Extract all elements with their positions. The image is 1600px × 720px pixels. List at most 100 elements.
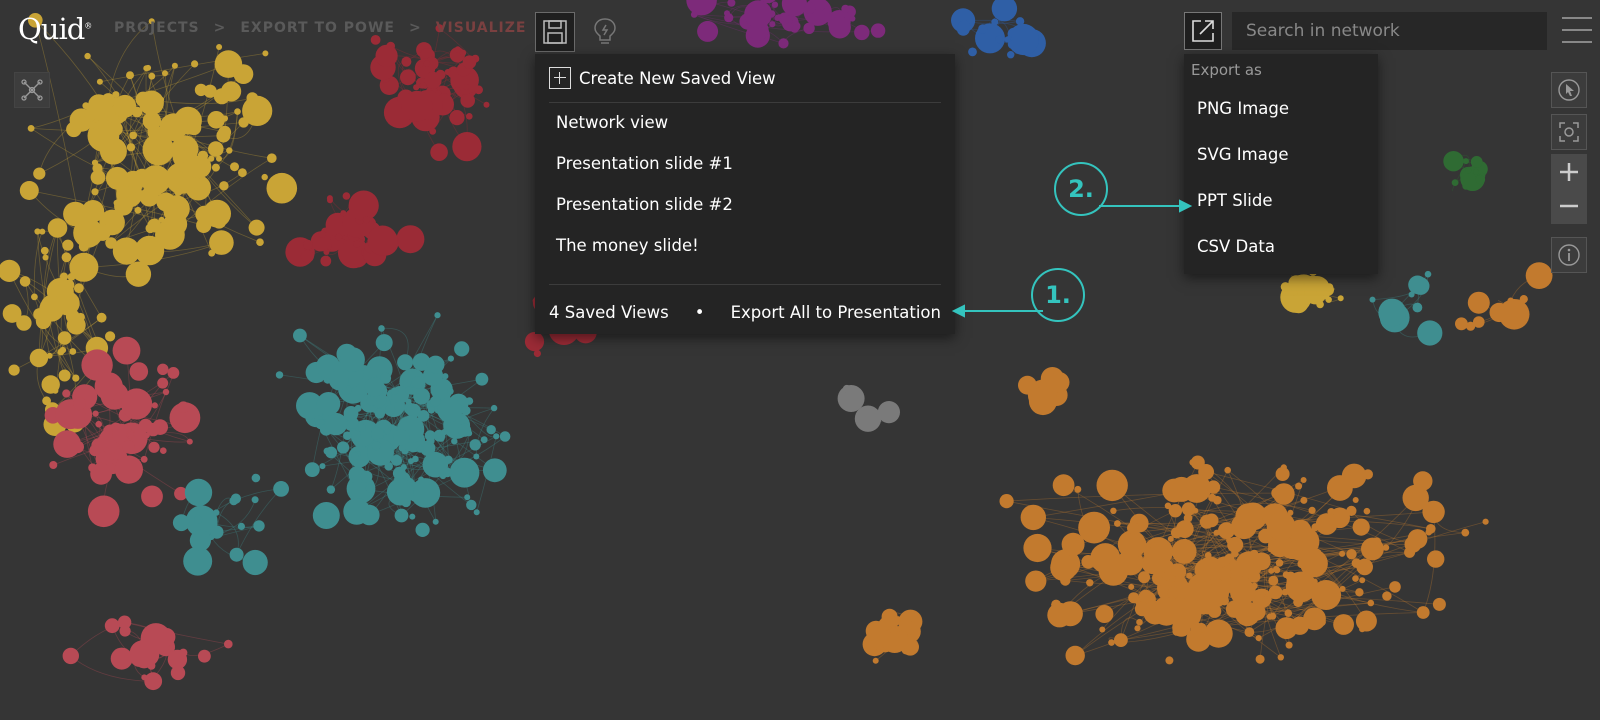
network-node[interactable]	[401, 56, 412, 67]
network-node[interactable]	[183, 546, 213, 576]
network-node[interactable]	[358, 424, 366, 433]
network-node[interactable]	[1047, 602, 1072, 628]
network-node[interactable]	[393, 429, 410, 446]
network-node[interactable]	[1052, 474, 1075, 497]
network-node[interactable]	[365, 484, 374, 493]
network-node[interactable]	[335, 233, 343, 241]
network-node[interactable]	[119, 625, 131, 637]
network-node[interactable]	[469, 439, 481, 451]
network-node[interactable]	[1255, 635, 1262, 642]
network-node[interactable]	[162, 388, 170, 396]
network-node[interactable]	[1170, 527, 1183, 539]
network-node[interactable]	[1248, 570, 1261, 583]
network-node[interactable]	[1337, 295, 1344, 302]
network-node[interactable]	[785, 15, 794, 23]
network-node[interactable]	[1266, 511, 1296, 541]
network-node[interactable]	[74, 283, 84, 294]
network-node[interactable]	[1262, 596, 1270, 604]
network-node[interactable]	[234, 108, 241, 115]
network-node[interactable]	[390, 387, 399, 395]
network-node[interactable]	[160, 447, 167, 455]
network-node[interactable]	[129, 362, 149, 381]
network-node[interactable]	[198, 649, 211, 663]
network-node[interactable]	[1074, 485, 1082, 493]
network-node[interactable]	[148, 72, 156, 80]
network-node[interactable]	[186, 438, 193, 445]
network-node[interactable]	[1065, 645, 1085, 666]
network-node[interactable]	[1086, 579, 1094, 587]
network-node[interactable]	[126, 143, 136, 152]
network-node[interactable]	[1183, 513, 1193, 523]
network-node[interactable]	[96, 312, 107, 323]
network-node[interactable]	[318, 230, 326, 238]
network-node[interactable]	[995, 35, 1003, 44]
network-node[interactable]	[190, 177, 202, 189]
network-node[interactable]	[396, 225, 425, 254]
network-node[interactable]	[1208, 493, 1217, 502]
network-node[interactable]	[378, 325, 385, 332]
network-node[interactable]	[533, 349, 542, 358]
network-node[interactable]	[386, 478, 414, 506]
network-node[interactable]	[342, 192, 351, 200]
network-node[interactable]	[462, 55, 477, 69]
network-node[interactable]	[391, 454, 402, 466]
network-node[interactable]	[1382, 544, 1390, 551]
network-node[interactable]	[828, 16, 851, 39]
network-node[interactable]	[63, 279, 75, 291]
network-node[interactable]	[57, 348, 65, 356]
network-node[interactable]	[362, 216, 370, 224]
network-node[interactable]	[422, 451, 449, 478]
network-node[interactable]	[367, 225, 398, 256]
create-saved-view-button[interactable]: Create New Saved View	[549, 67, 776, 89]
network-node[interactable]	[449, 110, 465, 126]
saved-view-item[interactable]: Presentation slide #2	[556, 195, 733, 214]
network-node[interactable]	[326, 485, 336, 494]
network-node[interactable]	[1090, 543, 1121, 574]
network-node[interactable]	[1451, 179, 1459, 187]
network-node[interactable]	[1183, 554, 1190, 561]
network-node[interactable]	[144, 672, 163, 691]
network-node[interactable]	[174, 486, 188, 501]
network-node[interactable]	[242, 549, 268, 576]
network-node[interactable]	[774, 14, 781, 21]
network-node[interactable]	[1467, 291, 1490, 314]
network-node[interactable]	[81, 200, 105, 223]
network-node[interactable]	[104, 618, 120, 634]
network-node[interactable]	[769, 21, 776, 28]
network-node[interactable]	[1218, 522, 1235, 539]
saved-views-button[interactable]	[535, 12, 575, 52]
network-node[interactable]	[1244, 627, 1255, 637]
network-node[interactable]	[266, 172, 298, 204]
network-node[interactable]	[1275, 559, 1284, 567]
network-node[interactable]	[262, 50, 269, 57]
network-node[interactable]	[1346, 549, 1357, 560]
insights-button[interactable]	[585, 12, 625, 52]
network-node[interactable]	[1172, 618, 1191, 637]
network-node[interactable]	[978, 24, 988, 34]
network-node[interactable]	[1315, 513, 1338, 535]
network-node[interactable]	[426, 355, 445, 374]
network-node[interactable]	[140, 623, 172, 654]
network-node[interactable]	[1199, 514, 1214, 529]
network-node[interactable]	[727, 0, 736, 7]
network-node[interactable]	[127, 431, 134, 438]
network-node[interactable]	[1108, 639, 1115, 646]
network-node[interactable]	[406, 403, 421, 418]
network-node[interactable]	[395, 512, 402, 519]
export-svg-option[interactable]: SVG Image	[1197, 145, 1289, 164]
network-node[interactable]	[337, 441, 350, 454]
network-node[interactable]	[447, 388, 454, 395]
network-node[interactable]	[1300, 549, 1328, 578]
network-node[interactable]	[1489, 302, 1509, 323]
network-node[interactable]	[1127, 522, 1140, 535]
network-node[interactable]	[377, 341, 386, 350]
network-node[interactable]	[1292, 548, 1305, 561]
network-node[interactable]	[1282, 571, 1290, 579]
network-node[interactable]	[1128, 583, 1135, 590]
network-node[interactable]	[99, 137, 127, 165]
network-node[interactable]	[413, 84, 420, 91]
network-node[interactable]	[1404, 536, 1422, 553]
network-node[interactable]	[1206, 480, 1221, 494]
network-node[interactable]	[466, 499, 477, 511]
network-node[interactable]	[186, 120, 202, 136]
